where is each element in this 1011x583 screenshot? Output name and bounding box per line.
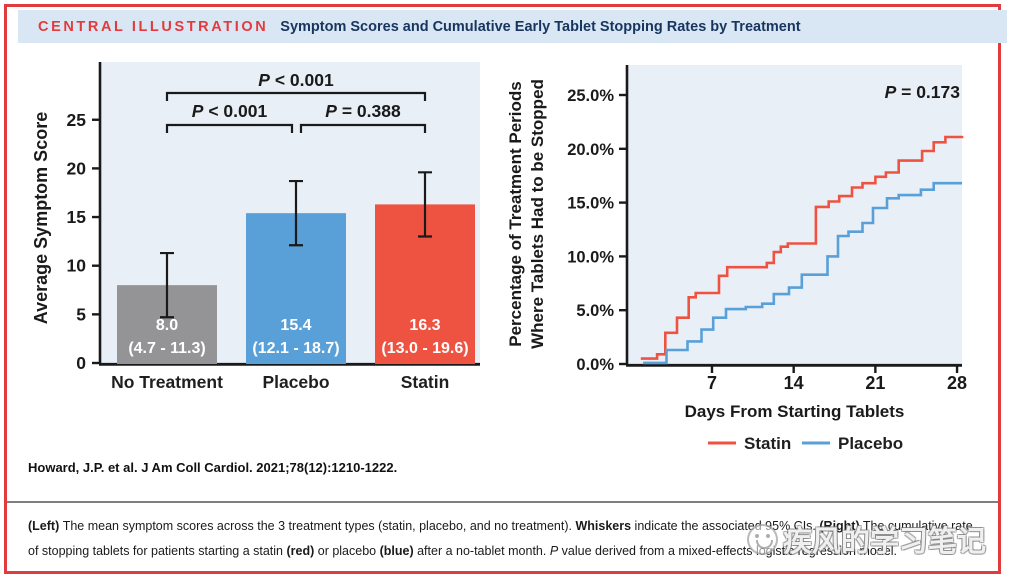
caption-segment: P xyxy=(549,544,559,558)
figure-caption: (Left) The mean symptom scores across th… xyxy=(28,514,984,564)
y-tick-label: 25.0% xyxy=(567,87,614,105)
comparison-bracket xyxy=(299,123,427,133)
ci-whisker xyxy=(289,179,303,247)
bar-ci-label: (4.7 - 11.3) xyxy=(128,340,205,357)
y-tick-label: 10 xyxy=(67,256,87,276)
y-tick-label: 15 xyxy=(67,207,87,227)
p-value-label: P = 0.173 xyxy=(885,82,961,102)
y-axis-title: Where Tablets Had to be Stopped xyxy=(528,79,547,349)
series-line-statin xyxy=(640,135,964,360)
y-tick-label: 0.0% xyxy=(576,356,614,374)
caption-segment: or placebo xyxy=(314,544,380,558)
y-tick-label: 25 xyxy=(67,110,87,130)
x-tick-label: 21 xyxy=(865,373,885,393)
bar-value-label: 16.3 xyxy=(409,317,440,334)
caption-segment: (blue) xyxy=(379,544,414,558)
caption-segment: after a no-tablet month. xyxy=(413,544,550,558)
citation-text: Howard, J.P. et al. J Am Coll Cardiol. 2… xyxy=(28,460,398,475)
stopping-rate-step-chart: 0.0% 5.0% 10.0% 15.0% 20.0% 25.0% 7 14 21 28 Perce… xyxy=(506,65,967,453)
comparison-bracket xyxy=(165,123,294,133)
figure-title: Symptom Scores and Cumulative Early Tabl… xyxy=(280,18,801,35)
x-tick-label: 7 xyxy=(707,373,717,393)
caption-segment: (red) xyxy=(286,544,315,558)
y-axis-title: Percentage of Treatment Periods xyxy=(506,81,525,346)
caption-segment: The mean symptom scores across the 3 tre… xyxy=(62,519,576,533)
ci-whisker xyxy=(418,171,432,238)
category-label: Statin xyxy=(401,372,450,392)
category-label: Placebo xyxy=(262,372,329,392)
bar-value-label: 8.0 xyxy=(156,317,178,334)
legend-label-statin: Statin xyxy=(744,434,791,453)
y-tick-label: 0 xyxy=(76,353,86,373)
category-label: No Treatment xyxy=(111,372,223,392)
symptom-score-bar-chart: 0 5 10 15 20 25 Average Symptom Score 8.0 (4.7 -… xyxy=(31,62,480,392)
y-tick-label: 10.0% xyxy=(567,248,614,266)
x-tick-label: 28 xyxy=(947,373,967,393)
figure-frame: CENTRAL ILLUSTRATION Symptom Scores and … xyxy=(4,4,1007,574)
bar-ci-label: (12.1 - 18.7) xyxy=(252,340,339,357)
ci-whisker xyxy=(160,251,174,319)
caption-segment: The cumulative rate of stopping tablets … xyxy=(28,519,973,558)
y-axis-title: Average Symptom Score xyxy=(31,112,51,324)
caption-segment: Whiskers xyxy=(575,519,632,533)
caption-divider xyxy=(7,501,998,503)
caption-segment: indicate the associated 95% CIs. xyxy=(631,519,820,533)
p-value-label: P < 0.001 xyxy=(192,101,268,121)
comparison-bracket xyxy=(165,91,427,101)
bar-value-label: 15.4 xyxy=(280,317,311,334)
x-tick-label: 14 xyxy=(784,373,804,393)
y-tick-label: 15.0% xyxy=(567,195,614,213)
figure-header: CENTRAL ILLUSTRATION Symptom Scores and … xyxy=(18,10,1007,43)
caption-segment: value derived from a mixed-effects logis… xyxy=(558,544,897,558)
central-illustration-label: CENTRAL ILLUSTRATION xyxy=(38,18,269,35)
y-tick-label: 20 xyxy=(67,158,87,178)
caption-segment: (Right) xyxy=(819,519,860,533)
bar-ci-label: (13.0 - 19.6) xyxy=(381,340,468,357)
plot-background xyxy=(627,65,962,364)
p-value-label: P = 0.388 xyxy=(325,101,401,121)
y-tick-label: 5.0% xyxy=(576,302,614,320)
legend-label-placebo: Placebo xyxy=(838,434,903,453)
y-tick-label: 20.0% xyxy=(567,141,614,159)
p-value-label: P < 0.001 xyxy=(258,70,334,90)
y-tick-label: 5 xyxy=(76,304,86,324)
caption-segment: (Left) xyxy=(28,519,63,533)
series-line-placebo xyxy=(643,181,962,365)
x-axis-title: Days From Starting Tablets xyxy=(685,402,905,421)
